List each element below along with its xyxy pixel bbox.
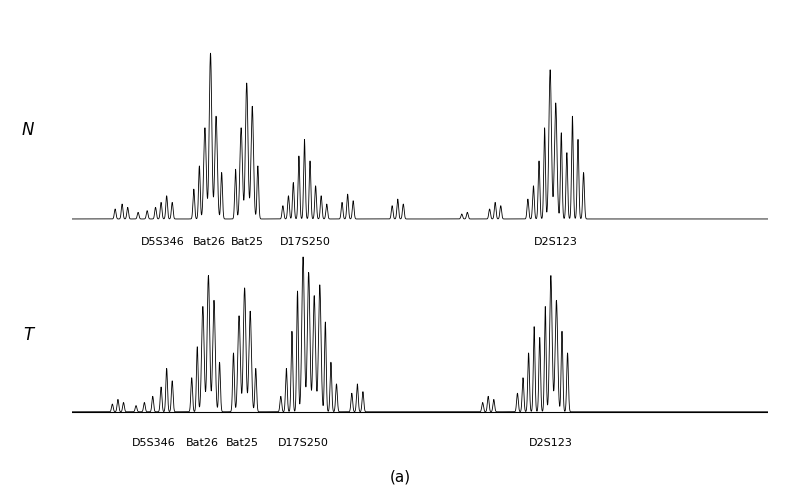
Text: N: N: [22, 121, 34, 138]
Text: Bat26: Bat26: [194, 237, 226, 246]
Text: Bat26: Bat26: [186, 437, 219, 447]
Text: D17S250: D17S250: [278, 437, 329, 447]
Text: D5S346: D5S346: [141, 237, 184, 246]
Text: T: T: [23, 325, 33, 343]
Text: D2S123: D2S123: [529, 437, 573, 447]
Text: D2S123: D2S123: [534, 237, 578, 246]
Text: (a): (a): [390, 468, 410, 483]
Text: Bat25: Bat25: [226, 437, 259, 447]
Text: D5S346: D5S346: [132, 437, 176, 447]
Text: Bat25: Bat25: [231, 237, 264, 246]
Text: D17S250: D17S250: [280, 237, 330, 246]
